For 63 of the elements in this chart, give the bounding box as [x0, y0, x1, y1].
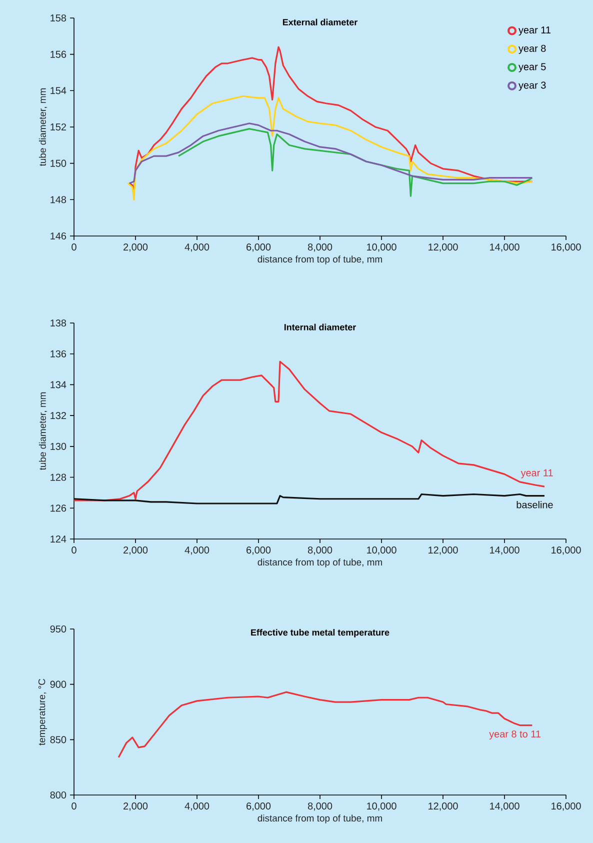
x-tick-label: 10,000 — [367, 546, 396, 555]
y-tick-label: 124 — [50, 536, 66, 542]
x-tick-label: 4,000 — [184, 546, 210, 555]
x-tick-label: 4,000 — [184, 802, 210, 811]
line-series — [118, 691, 533, 758]
y-tick-label: 136 — [50, 350, 66, 358]
series-label: baseline — [516, 500, 553, 508]
legend-label: year 8 — [518, 44, 546, 54]
x-tick-label: 6,000 — [246, 244, 271, 252]
y-tick-label: 154 — [50, 87, 66, 94]
y-tick-label: 152 — [50, 123, 66, 131]
x-tick-label: 12,000 — [428, 244, 458, 252]
x-tick-label: 14,000 — [490, 546, 520, 555]
y-tick-label: 128 — [50, 474, 66, 481]
chart-title: Internal diameter — [284, 324, 356, 330]
x-tick-label: 12,000 — [428, 546, 458, 555]
y-tick-label: 850 — [50, 736, 66, 744]
y-tick-label: 126 — [50, 504, 66, 512]
x-tick-label: 14,000 — [490, 802, 520, 811]
x-tick-label: 8,000 — [308, 244, 332, 252]
legend-label: year 3 — [518, 82, 546, 91]
series-label: year 11 — [520, 469, 553, 478]
x-tick-label: 10,000 — [367, 244, 396, 252]
x-axis-title: distance from top of tube, mm — [258, 558, 382, 568]
x-axis-title: distance from top of tube, mm — [258, 814, 382, 824]
x-tick-label: 0 — [72, 802, 76, 810]
x-tick-label: 0 — [72, 244, 76, 251]
y-tick-label: 156 — [50, 50, 66, 58]
y-tick-label: 800 — [50, 791, 66, 799]
y-axis-title: temperature, °C — [38, 678, 48, 746]
x-tick-label: 8,000 — [308, 546, 332, 555]
x-tick-label: 10,000 — [367, 802, 396, 811]
x-tick-label: 6,000 — [246, 546, 271, 555]
y-axis-title: tube diameter, mm — [38, 392, 48, 470]
y-tick-label: 134 — [50, 381, 66, 388]
x-tick-label: 4,000 — [184, 244, 210, 252]
y-tick-label: 138 — [50, 319, 66, 327]
x-tick-label: 6,000 — [246, 802, 271, 811]
y-tick-label: 130 — [50, 442, 66, 450]
chart-title: External diameter — [282, 18, 358, 26]
x-tick-label: 2,000 — [124, 546, 148, 555]
x-tick-label: 2,000 — [124, 244, 148, 252]
y-axis-title: tube diameter, mm — [38, 88, 48, 166]
legend-label: year 11 — [518, 26, 550, 36]
y-tick-label: 148 — [50, 196, 66, 204]
legend-label: year 5 — [518, 63, 546, 72]
y-tick-label: 146 — [50, 232, 66, 240]
x-tick-label: 2,000 — [124, 802, 148, 811]
y-tick-label: 150 — [50, 160, 66, 167]
x-tick-label: 8,000 — [308, 802, 332, 811]
x-tick-label: 16,000 — [552, 546, 581, 555]
y-tick-label: 950 — [50, 625, 66, 633]
x-tick-label: 12,000 — [428, 802, 458, 811]
x-tick-label: 16,000 — [552, 802, 581, 811]
x-tick-label: 14,000 — [490, 244, 520, 252]
x-tick-label: 0 — [72, 546, 76, 554]
chart-title: Effective tube metal temperature — [251, 629, 390, 638]
x-axis-title: distance from top of tube, mm — [258, 256, 382, 264]
y-tick-label: 900 — [50, 680, 66, 688]
series-label: year 8 to 11 — [489, 730, 540, 740]
x-tick-label: 16,000 — [552, 244, 581, 252]
y-tick-label: 132 — [50, 412, 66, 420]
y-tick-label: 158 — [50, 14, 66, 22]
